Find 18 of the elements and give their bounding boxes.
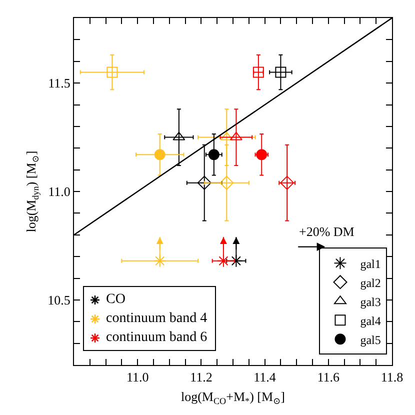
legend-label: gal4 (360, 314, 381, 328)
x-tick-label: 11.8 (380, 370, 404, 385)
x-tick-label: 11.0 (126, 370, 149, 385)
x-axis-title: log(M$_{CO}$+M$_{*}$) [M$_{⊙}$] (180, 389, 286, 406)
annotation: CO (106, 291, 126, 309)
annotation: continuum band 4 (106, 310, 208, 328)
annotation: continuum band 6 (106, 329, 208, 347)
x-tick-label: 11.6 (317, 370, 340, 385)
legend-label: gal2 (360, 276, 381, 290)
y-tick-label: 11.0 (48, 184, 70, 200)
legend-label: gal5 (360, 332, 381, 347)
y-tick-label: 10.5 (48, 292, 70, 308)
legend-label: gal3 (360, 294, 381, 309)
y-tick-label: 11.5 (48, 76, 70, 91)
x-tick-label: 11.2 (190, 370, 212, 385)
legend-label: gal1 (360, 256, 381, 271)
annotation: +20% DM (299, 224, 355, 239)
x-tick-label: 11.4 (254, 370, 276, 385)
